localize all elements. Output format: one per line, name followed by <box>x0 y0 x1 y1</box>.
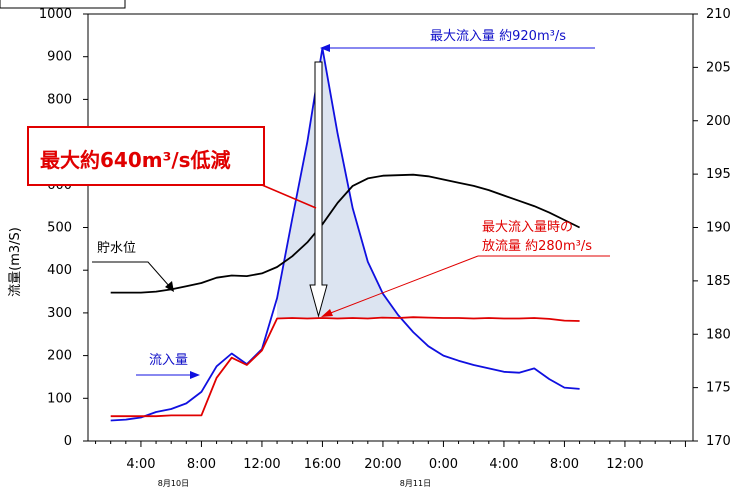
reduction-arrow <box>309 61 328 318</box>
y-tick-label: 1000 <box>39 7 72 22</box>
storage-level-pointer <box>92 261 171 288</box>
legend-box-fragment <box>0 0 126 9</box>
y2-tick-label: 190 <box>706 221 731 236</box>
y2-tick-label: 195 <box>706 167 731 182</box>
storage-level-label: 貯水位 <box>97 241 136 256</box>
y2-tick-label: 170 <box>706 434 731 449</box>
y2-tick-label: 175 <box>706 381 731 396</box>
x-tick-label: 0:00 <box>429 457 458 472</box>
date-label: 8月10日 <box>158 479 189 488</box>
y-axis-title: 流量(m3/S) <box>8 227 23 297</box>
y2-tick-label: 180 <box>706 327 731 342</box>
x-tick-label: 12:00 <box>243 457 280 472</box>
y2-tick-label: 200 <box>706 114 731 129</box>
x-tick-label: 4:00 <box>489 457 518 472</box>
max-inflow-annotation: 最大流入量 約920m³/s <box>430 29 566 44</box>
outflow-annotation-line2: 放流量 約280m³/s <box>482 239 592 254</box>
x-tick-label: 4:00 <box>126 457 155 472</box>
x-tick-label: 20:00 <box>364 457 401 472</box>
y-tick-label: 500 <box>47 221 72 236</box>
date-label: 8月11日 <box>400 479 431 488</box>
reduction-callout-box <box>27 126 265 186</box>
x-tick-label: 8:00 <box>187 457 216 472</box>
y-tick-label: 100 <box>47 391 72 406</box>
y-tick-label: 900 <box>47 50 72 65</box>
reduction-callout-pointer <box>261 184 317 209</box>
y-tick-label: 800 <box>47 92 72 107</box>
outflow-annotation-line1: 最大流入量時の <box>482 220 573 235</box>
outflow-arrowhead <box>321 309 333 317</box>
x-tick-label: 12:00 <box>606 457 643 472</box>
y-tick-label: 200 <box>47 349 72 364</box>
y-tick-label: 300 <box>47 306 72 321</box>
storage-level-arrowhead <box>165 281 174 292</box>
outflow-arrow-line <box>327 255 479 315</box>
y-tick-label: 0 <box>64 434 72 449</box>
x-tick-label: 8:00 <box>550 457 579 472</box>
reduction-callout-text: 最大約640m³/s低減 <box>40 148 231 172</box>
y2-tick-label: 210 <box>706 7 731 22</box>
y2-tick-label: 205 <box>706 60 731 75</box>
reduction-area <box>277 48 399 319</box>
y2-tick-label: 185 <box>706 274 731 289</box>
series-line-貯水位 <box>110 173 580 294</box>
inflow-label: 流入量 <box>149 353 188 368</box>
series-line-放流量 <box>110 316 580 418</box>
y-tick-label: 400 <box>47 263 72 278</box>
max-inflow-arrowhead <box>320 44 330 52</box>
series-line-流入量 <box>110 47 580 422</box>
inflow-arrowhead <box>190 371 200 379</box>
x-tick-label: 16:00 <box>304 457 341 472</box>
